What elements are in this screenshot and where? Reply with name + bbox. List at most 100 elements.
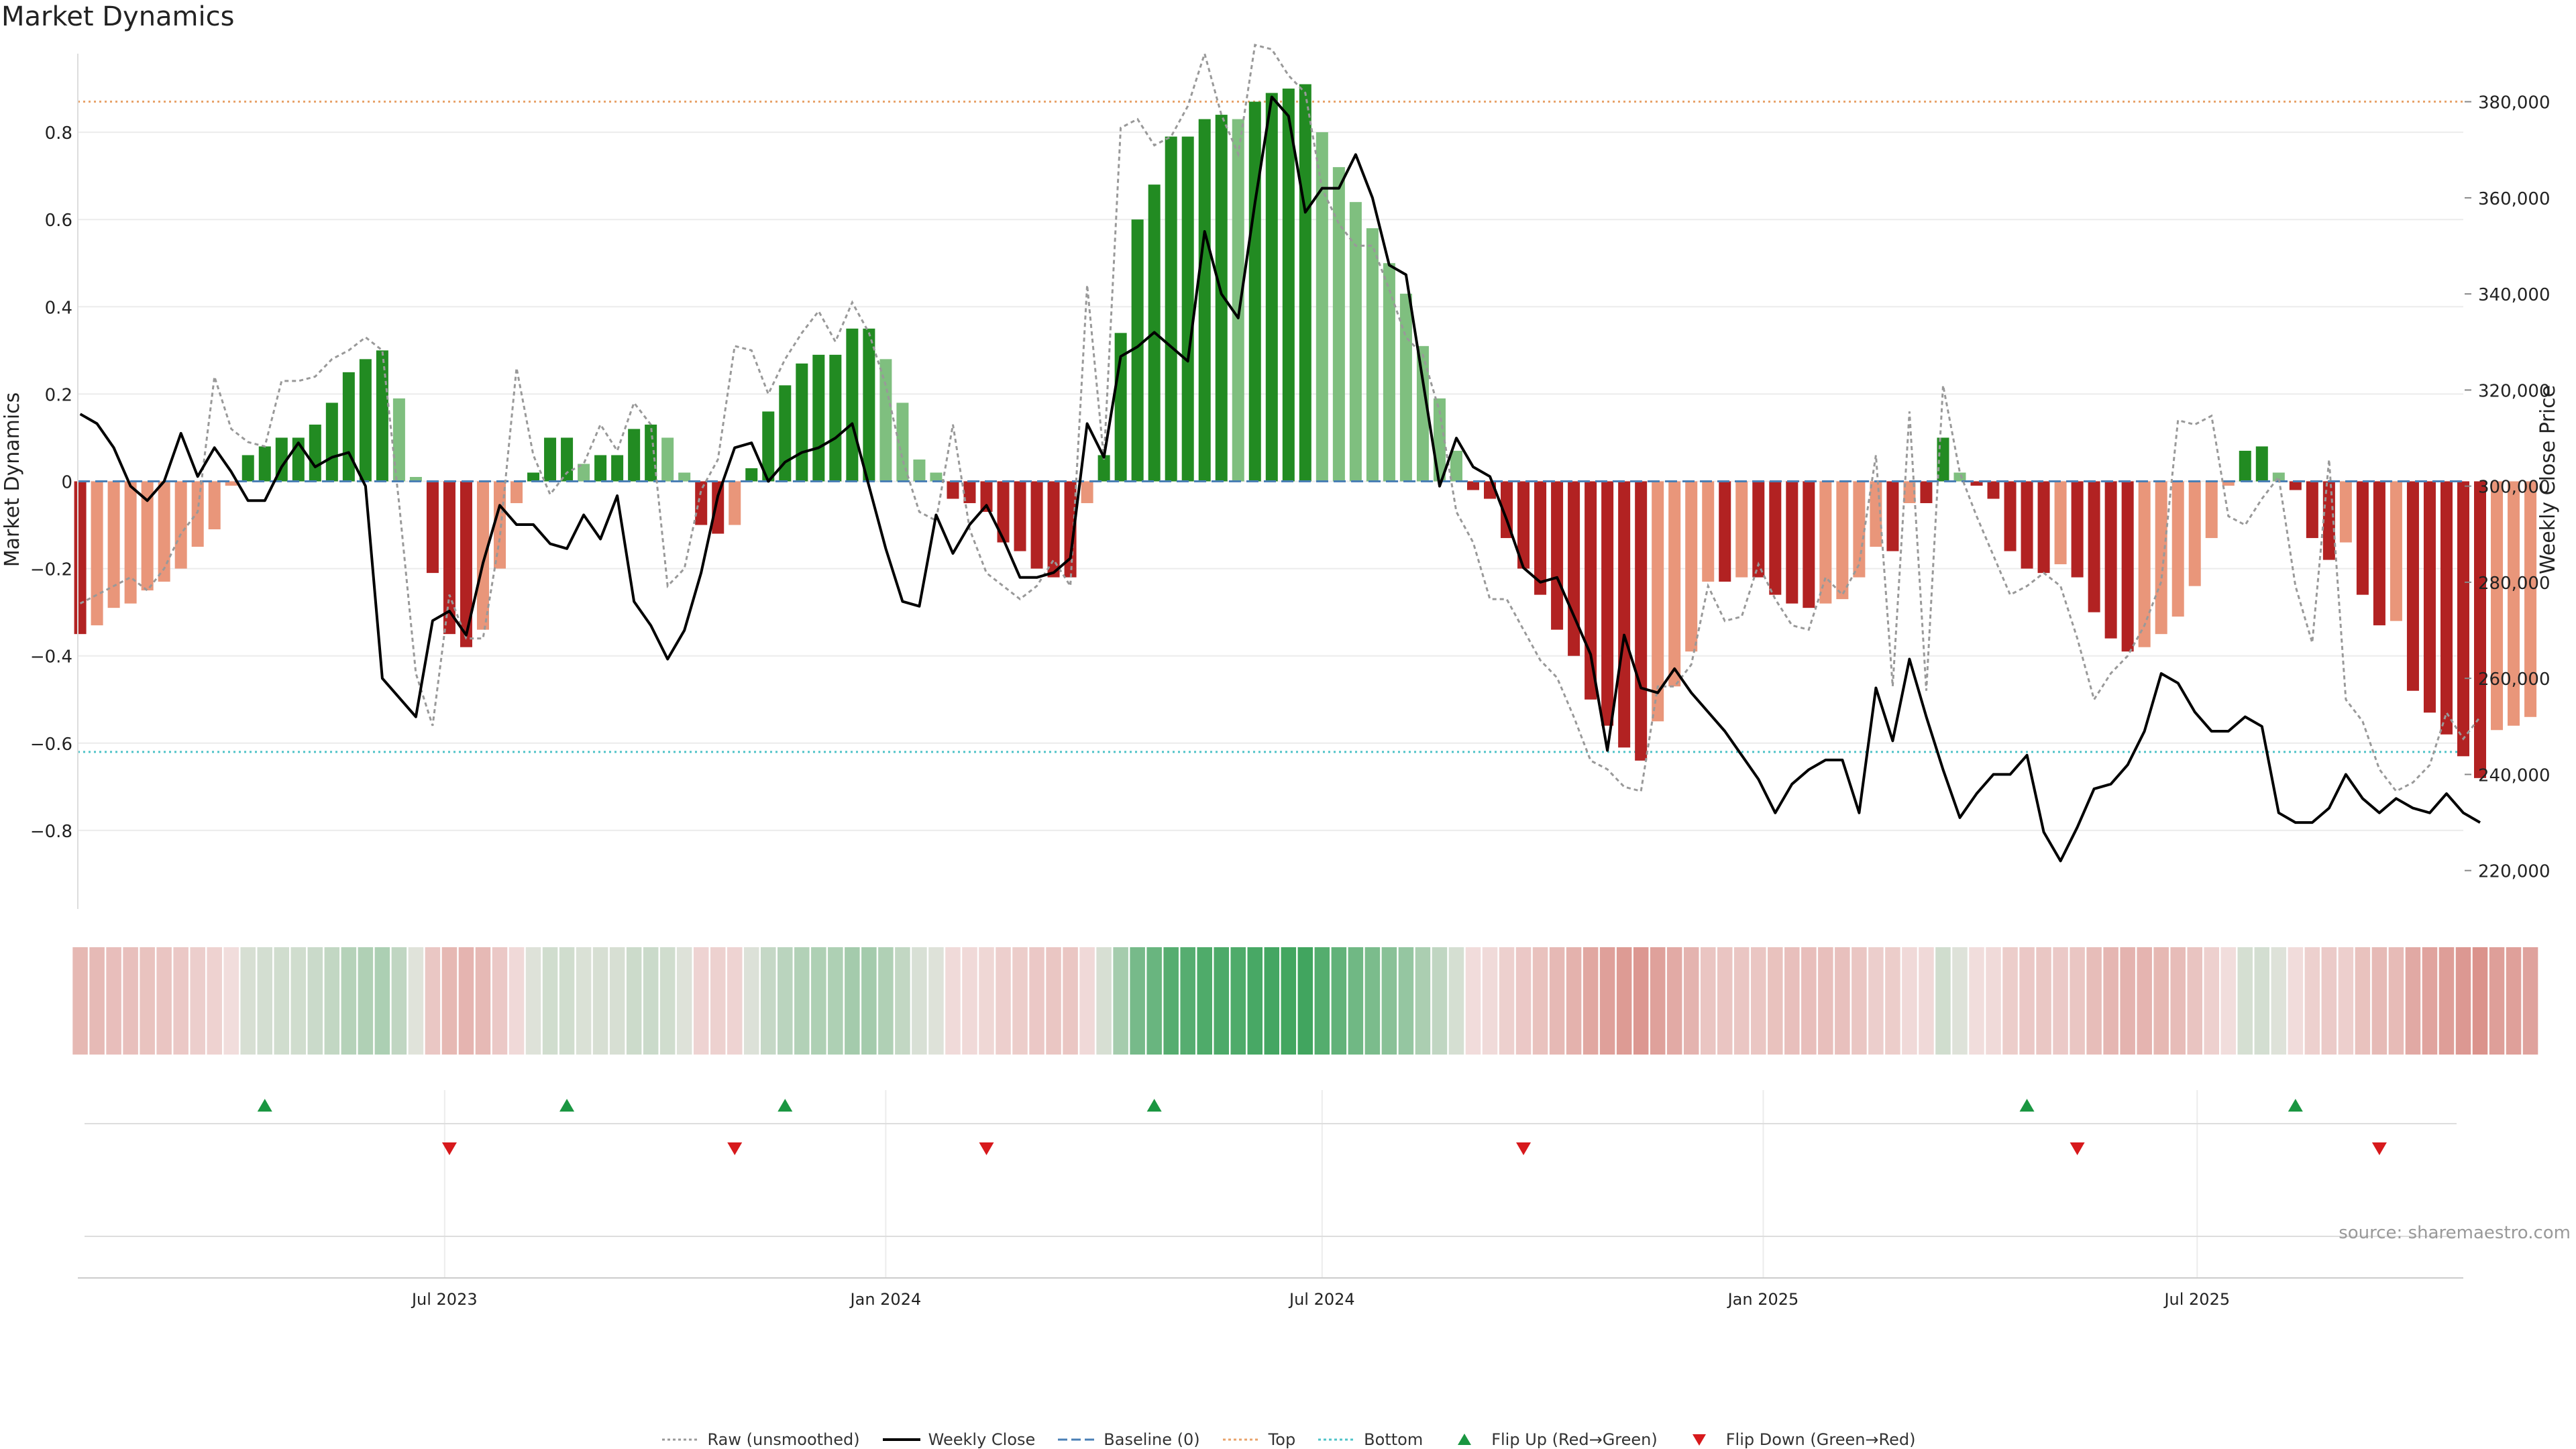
heat-cell <box>156 947 172 1055</box>
legend-item-top: Top <box>1222 1430 1295 1449</box>
heat-cell <box>2002 947 2018 1055</box>
heat-cell <box>1180 947 1195 1055</box>
legend: Raw (unsmoothed) Weekly Close Baseline (0)… <box>0 1429 2576 1449</box>
dynamics-bar <box>2524 481 2537 717</box>
dynamics-bar <box>695 481 708 525</box>
chart-title: Market Dynamics <box>1 1 235 32</box>
heat-cell <box>777 947 793 1055</box>
dynamics-bar <box>930 472 943 482</box>
dynamics-bar <box>359 359 372 482</box>
solid-line-icon <box>882 1438 920 1441</box>
dynamics-bar <box>1014 481 1026 551</box>
dynamics-bar <box>1366 228 1379 482</box>
dotted-line-icon <box>1222 1438 1260 1440</box>
dynamics-bar <box>2356 481 2369 595</box>
dynamics-bar <box>1517 481 1530 569</box>
dynamics-bar <box>1585 481 1597 700</box>
y2-tick-label: 300,000 <box>2478 478 2551 498</box>
dynamics-bar <box>913 459 926 482</box>
heat-cell <box>2053 947 2068 1055</box>
dynamics-bar <box>1635 481 1648 761</box>
dynamics-bar <box>2155 481 2167 635</box>
dynamics-bar <box>1030 481 1043 569</box>
dynamics-bar <box>863 328 875 482</box>
dynamics-bar <box>1282 89 1295 482</box>
heat-cell <box>2489 947 2505 1055</box>
y-tick-label: 0 <box>61 473 72 493</box>
dynamics-bar <box>460 481 472 647</box>
heat-cell <box>1348 947 1364 1055</box>
dynamics-bar <box>1466 481 1479 490</box>
flip-down-marker <box>2070 1142 2085 1155</box>
heat-cell <box>2204 947 2220 1055</box>
dynamics-heat-strip <box>72 947 2538 1055</box>
heat-cell <box>1734 947 1750 1055</box>
heat-cell <box>106 947 121 1055</box>
dynamics-bar <box>2021 481 2033 569</box>
flip-up-marker <box>559 1099 575 1112</box>
heat-cell <box>794 947 810 1055</box>
y-tick-label: −0.8 <box>30 822 72 842</box>
heat-cell <box>1381 947 1397 1055</box>
heat-cell <box>1935 947 1951 1055</box>
y-tick-label: 0.4 <box>45 298 72 318</box>
heat-cell <box>2455 947 2471 1055</box>
dynamics-bar <box>1987 481 2000 499</box>
triangle-down-icon <box>1692 1434 1706 1446</box>
dynamics-bar <box>342 372 355 482</box>
heat-cell <box>223 947 239 1055</box>
y2-tick-label: 320,000 <box>2478 381 2551 401</box>
dynamics-bar <box>225 481 237 486</box>
legend-label: Weekly Close <box>928 1430 1036 1449</box>
dynamics-bar <box>1501 481 1513 539</box>
dynamics-bar <box>896 402 909 482</box>
axes: −0.8 −0.6 −0.4 −0.2 0 0.2 0.4 0.6 0.8 220,000 240,… <box>30 54 2551 1309</box>
raw-unsmoothed-line <box>79 44 2481 793</box>
dynamics-bar <box>158 481 170 582</box>
heat-cell <box>928 947 944 1055</box>
dynamics-bar <box>1886 481 1899 551</box>
heat-cell <box>559 947 575 1055</box>
dynamics-bar <box>2289 481 2302 490</box>
heat-cell <box>945 947 961 1055</box>
dynamics-bar <box>1131 219 1144 482</box>
x-tick-label: Jan 2024 <box>849 1290 922 1309</box>
flip-up-marker <box>2288 1099 2303 1112</box>
heat-cell <box>1751 947 1766 1055</box>
dynamics-bar <box>1601 481 1614 726</box>
heat-cell <box>2170 947 2186 1055</box>
heat-cell <box>1012 947 1028 1055</box>
heat-cell <box>2103 947 2118 1055</box>
dynamics-bar <box>258 446 271 482</box>
dynamics-bar <box>1081 481 1093 504</box>
dynamics-bar <box>2272 472 2285 482</box>
heat-cell <box>962 947 977 1055</box>
dynamics-bar <box>628 429 641 482</box>
dynamics-bar <box>2373 481 2385 626</box>
heat-cell <box>710 947 726 1055</box>
dynamics-bars <box>74 84 2537 778</box>
y-tick-label: −0.6 <box>30 735 72 755</box>
y-tick-label: −0.2 <box>30 560 72 580</box>
dynamics-bar <box>191 481 204 547</box>
heat-cell <box>1029 947 1044 1055</box>
heat-cell <box>1566 947 1582 1055</box>
heat-cell <box>1499 947 1515 1055</box>
legend-marker <box>1692 1434 1706 1446</box>
heat-cell <box>2422 947 2438 1055</box>
heat-cell <box>576 947 592 1055</box>
dynamics-bar <box>1903 481 1916 504</box>
heat-cell <box>1415 947 1431 1055</box>
legend-item-baseline: Baseline (0) <box>1057 1430 1200 1449</box>
flip-down-marker <box>441 1142 457 1155</box>
heat-cell <box>123 947 138 1055</box>
heat-cell <box>912 947 927 1055</box>
heat-cell <box>1364 947 1381 1055</box>
heat-cell <box>341 947 357 1055</box>
legend-label: Flip Up (Red→Green) <box>1491 1430 1658 1449</box>
dynamics-bar <box>2390 481 2402 621</box>
dynamics-bar <box>1551 481 1564 630</box>
heat-cell <box>1851 947 1867 1055</box>
heat-cell <box>1801 947 1817 1055</box>
y-tick-label: 0.6 <box>45 211 72 231</box>
